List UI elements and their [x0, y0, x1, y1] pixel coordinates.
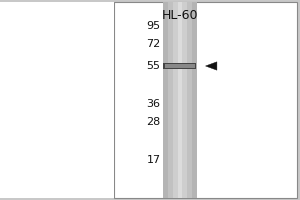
Bar: [178, 2, 183, 198]
Bar: [114, 2, 297, 198]
Bar: [0, 2, 114, 198]
Bar: [164, 2, 169, 198]
Text: 36: 36: [146, 99, 161, 109]
Bar: [173, 2, 178, 198]
Text: 17: 17: [146, 155, 161, 165]
Bar: [168, 2, 173, 198]
Text: 95: 95: [146, 21, 161, 31]
Bar: [182, 2, 188, 198]
Text: HL-60: HL-60: [162, 9, 198, 22]
Bar: [165, 64, 195, 68]
Text: 72: 72: [146, 39, 161, 49]
Bar: [192, 2, 197, 198]
Bar: [164, 63, 196, 69]
Text: 28: 28: [146, 117, 161, 127]
Bar: [187, 2, 192, 198]
Polygon shape: [206, 62, 217, 70]
Text: 55: 55: [146, 61, 161, 71]
